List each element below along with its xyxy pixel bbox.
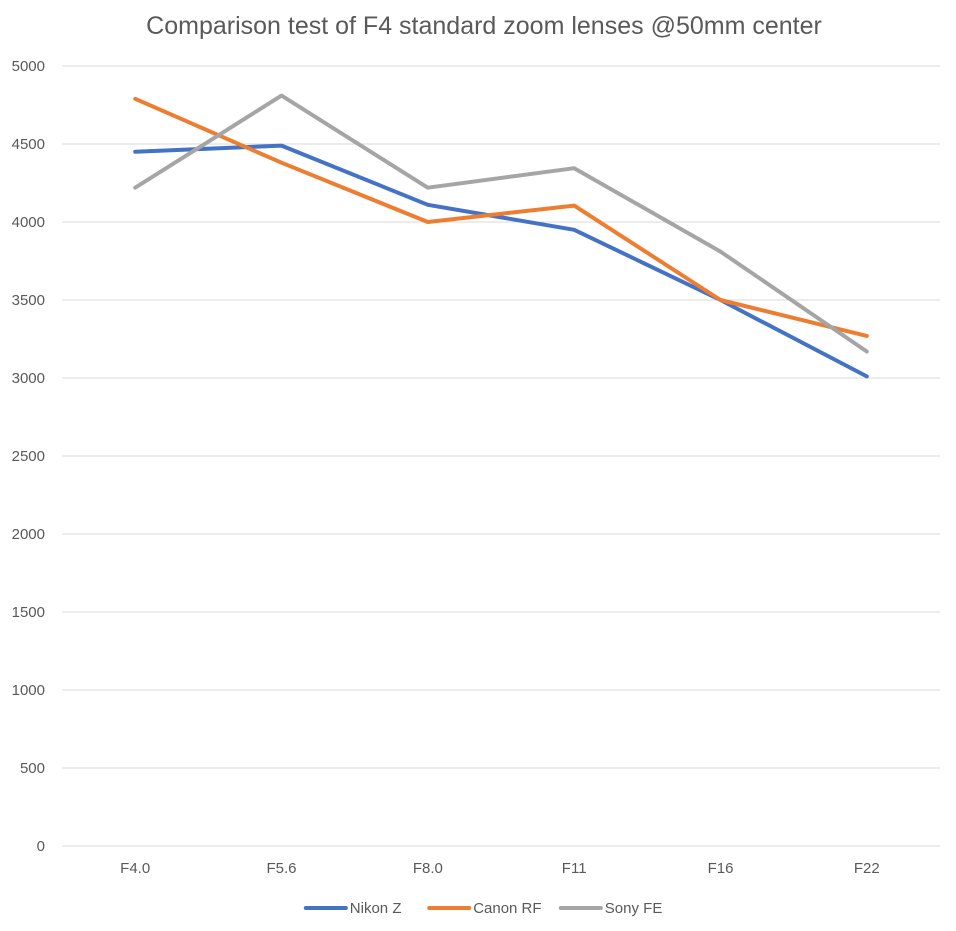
legend: Nikon Z Canon RF Sony FE: [303, 900, 663, 917]
x-tick-label: F16: [708, 860, 734, 877]
y-axis-tick-labels: 0 500 1000 1500 2000 2500 3000 3500 4000 4500 5000: [12, 58, 45, 855]
x-tick-label: F22: [854, 860, 880, 877]
x-tick-label: F5.6: [266, 860, 296, 877]
series-line-sony-fe: [133, 93, 869, 354]
y-tick-label: 1500: [12, 604, 45, 621]
x-axis-tick-labels: F4.0 F5.6 F8.0 F11 F16 F22: [120, 860, 880, 877]
series-line-nikon-z: [133, 143, 869, 379]
y-tick-label: 3500: [12, 292, 45, 309]
y-tick-label: 500: [20, 760, 45, 777]
y-tick-label: 2000: [12, 526, 45, 543]
x-tick-label: F4.0: [120, 860, 150, 877]
y-tick-label: 1000: [12, 682, 45, 699]
x-tick-label: F11: [562, 860, 587, 877]
legend-label-sony-fe: Sony FE: [605, 900, 663, 917]
y-tick-label: 3000: [12, 370, 45, 387]
y-tick-label: 4000: [12, 214, 45, 231]
y-tick-label: 5000: [12, 58, 45, 75]
series-line-canon-rf: [133, 96, 869, 338]
y-tick-label: 2500: [12, 448, 45, 465]
series-lines: [133, 93, 869, 379]
y-tick-label: 0: [37, 838, 45, 855]
legend-label-nikon-z: Nikon Z: [350, 900, 402, 917]
y-tick-label: 4500: [12, 136, 45, 153]
chart-title: Comparison test of F4 standard zoom lens…: [146, 12, 822, 40]
legend-label-canon-rf: Canon RF: [473, 900, 541, 917]
x-tick-label: F8.0: [413, 860, 443, 877]
gridlines: [62, 65, 940, 847]
